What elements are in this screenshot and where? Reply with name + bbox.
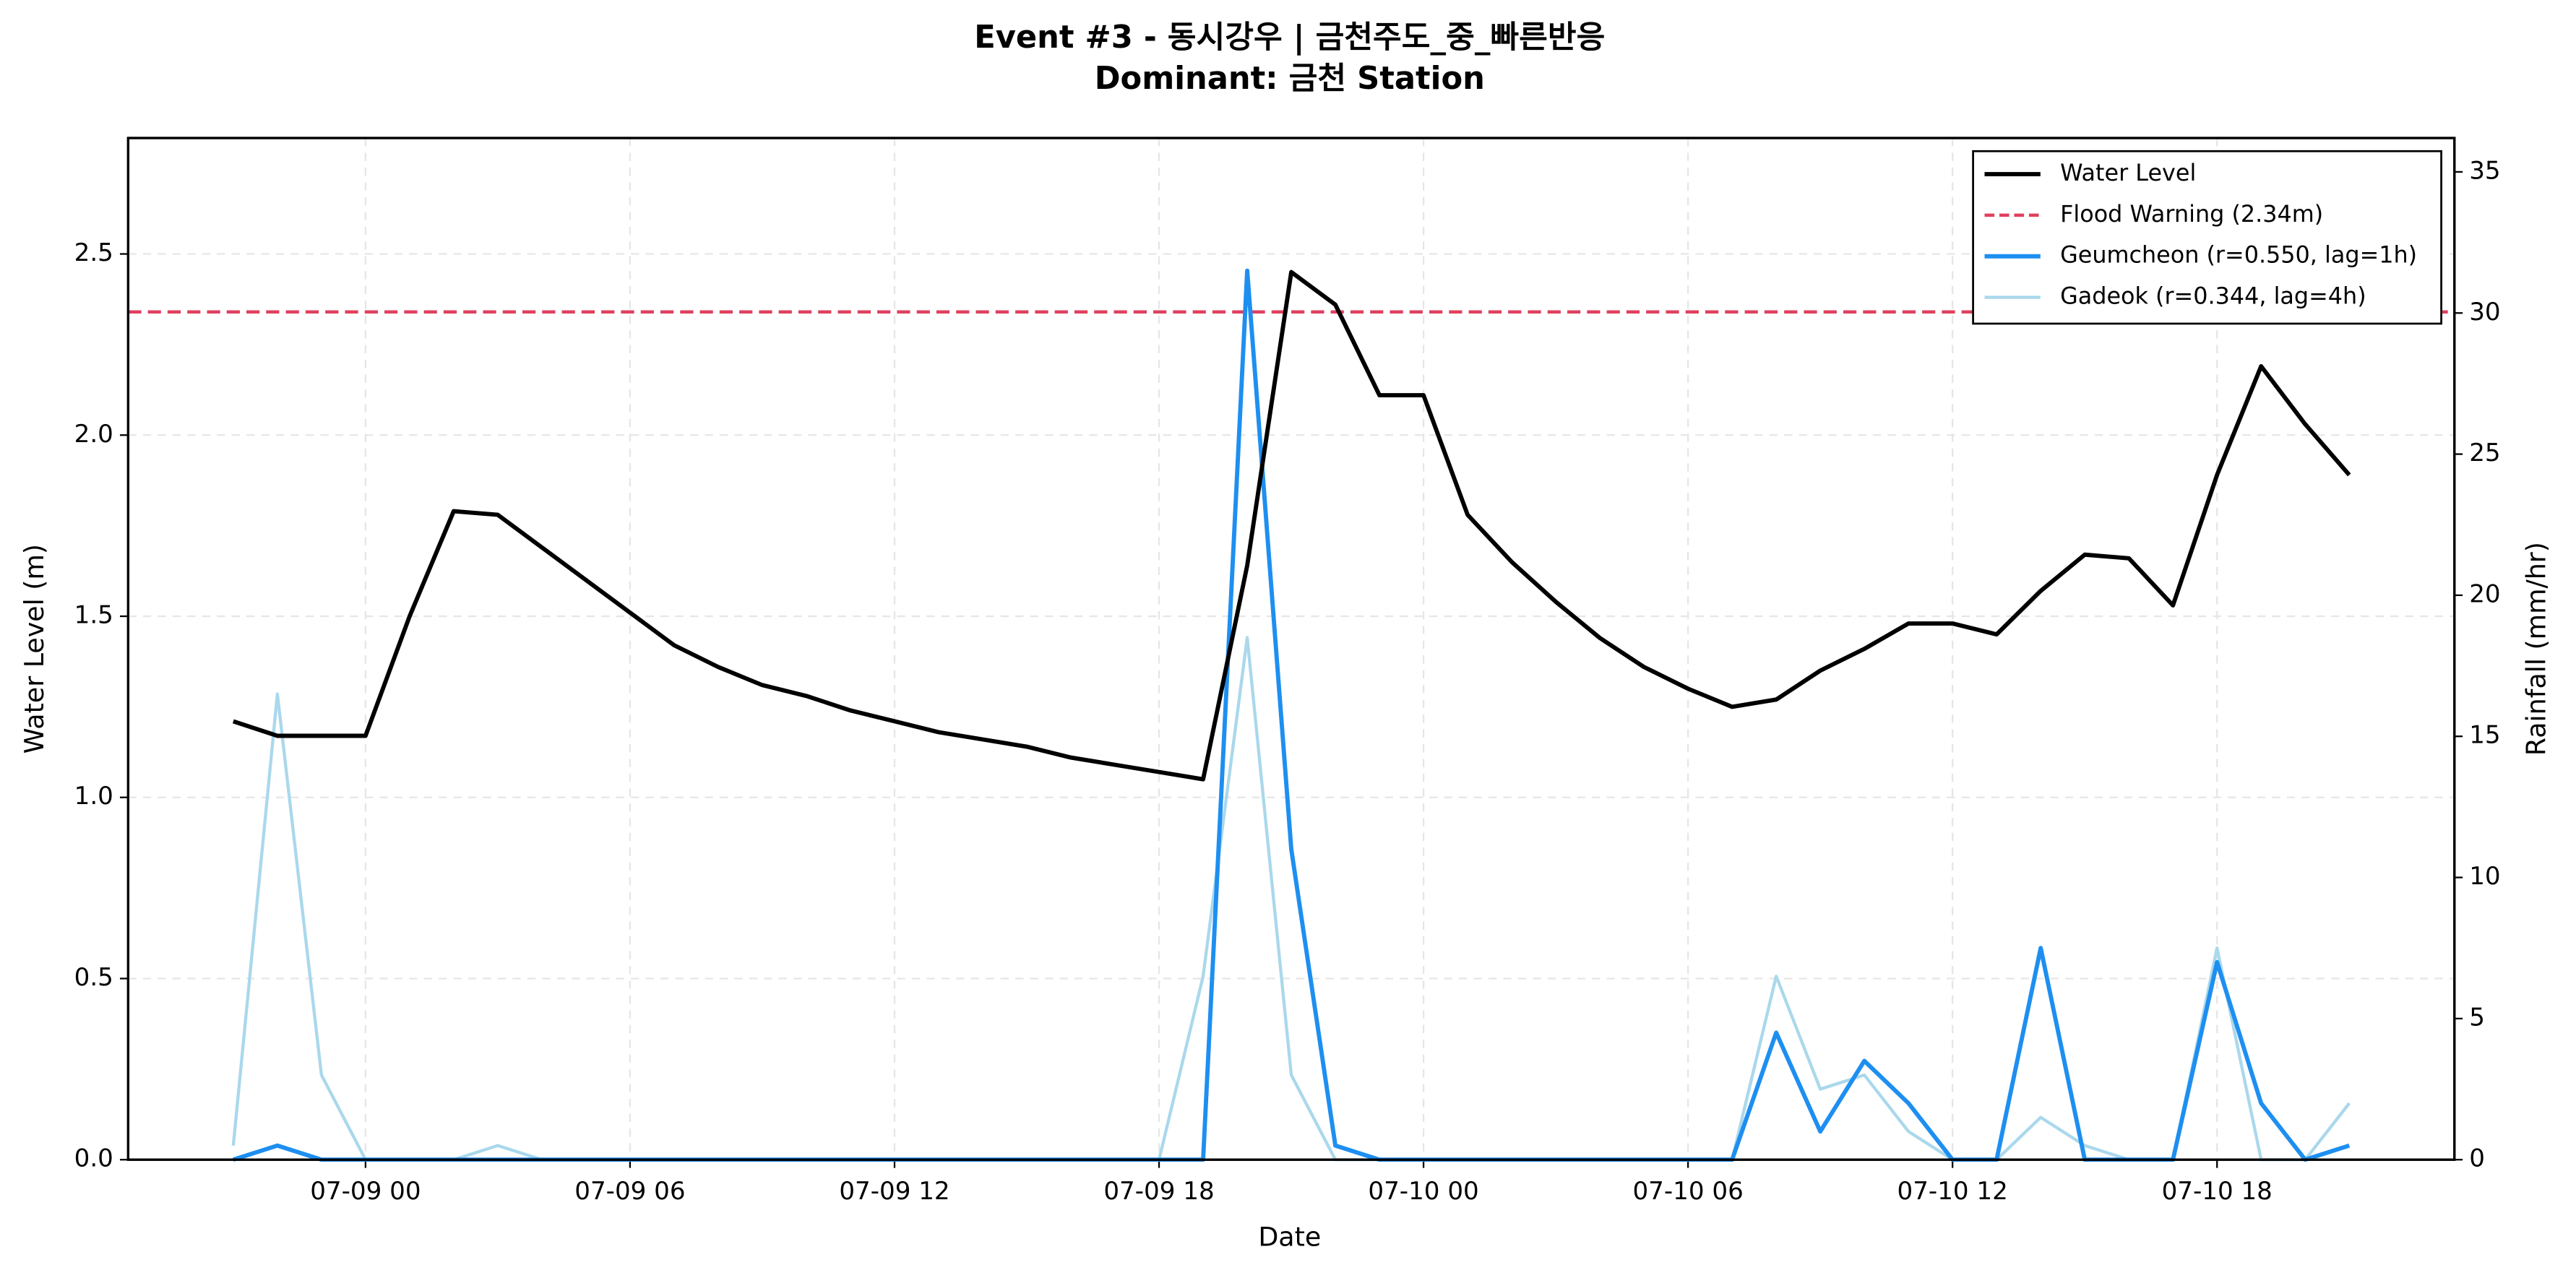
y2-tick-label: 10 <box>2469 862 2500 891</box>
y-tick-label: 0.0 <box>74 1144 113 1173</box>
y2-axis-label: Rainfall (mm/hr) <box>2521 542 2552 756</box>
legend-box <box>1972 150 2442 325</box>
x-axis-label: Date <box>1258 1221 1321 1252</box>
legend-label: Flood Warning (2.34m) <box>2060 200 2323 228</box>
y-tick-label: 1.5 <box>74 601 113 630</box>
x-tick-label: 07-10 00 <box>1368 1177 1478 1206</box>
legend-label: Geumcheon (r=0.550, lag=1h) <box>2060 241 2417 269</box>
y-tick-label: 1.0 <box>74 782 113 811</box>
chart-title: Event #3 - 동시강우 | 금천주도_중_빠른반응 <box>974 20 1605 56</box>
x-tick-label: 07-09 00 <box>310 1177 421 1206</box>
y-tick-label: 0.5 <box>74 963 113 992</box>
y-tick-label: 2.0 <box>74 420 113 449</box>
y2-tick-label: 25 <box>2469 439 2500 467</box>
plot-frame <box>126 137 2456 1161</box>
y2-tick-label: 20 <box>2469 579 2500 608</box>
y-tick-label: 2.5 <box>74 238 113 267</box>
legend-label: Water Level <box>2060 159 2196 186</box>
y2-tick-label: 30 <box>2469 298 2500 327</box>
x-tick-label: 07-10 06 <box>1632 1177 1743 1206</box>
series-line <box>232 269 2351 782</box>
x-tick-label: 07-10 12 <box>1897 1177 2008 1206</box>
y2-tick-label: 15 <box>2469 721 2500 750</box>
legend-label: Gadeok (r=0.344, lag=4h) <box>2060 282 2366 310</box>
x-tick-label: 07-09 12 <box>839 1177 949 1206</box>
y2-tick-label: 5 <box>2469 1003 2485 1032</box>
x-tick-label: 07-09 18 <box>1103 1177 1214 1206</box>
y2-tick-label: 0 <box>2469 1144 2485 1173</box>
x-tick-label: 07-09 06 <box>574 1177 685 1206</box>
y2-tick-label: 35 <box>2469 156 2500 185</box>
x-tick-label: 07-10 18 <box>2162 1177 2273 1206</box>
y-axis-label: Water Level (m) <box>19 544 50 754</box>
chart-subtitle: Dominant: 금천 Station <box>1095 61 1485 97</box>
